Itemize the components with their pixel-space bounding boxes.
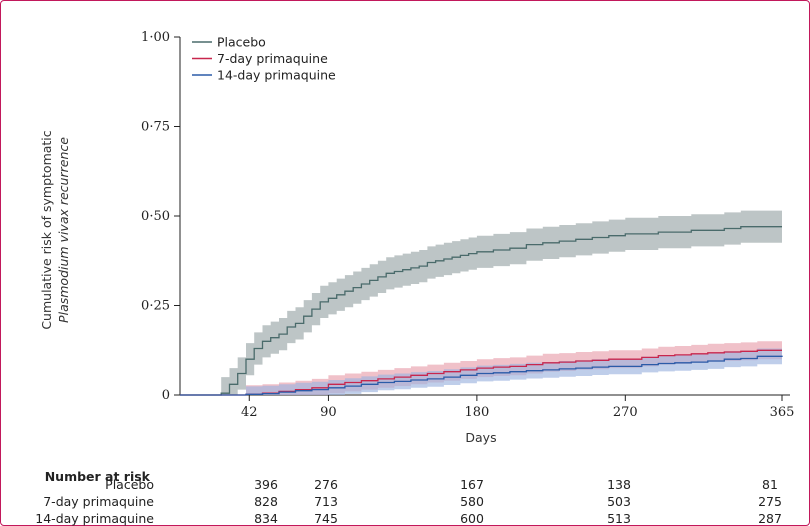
risk-value: 600 <box>460 511 484 526</box>
y-tick-label: 0 <box>162 388 170 403</box>
risk-value: 513 <box>607 511 631 526</box>
risk-value: 138 <box>607 477 631 492</box>
y-tick-label: 0·75 <box>141 120 170 135</box>
series-line <box>180 355 783 396</box>
y-axis-label-line1: Cumulative risk of symptomatic <box>39 130 54 330</box>
x-tick-label: 270 <box>613 405 638 420</box>
legend-label: 7-day primaquine <box>217 51 328 66</box>
x-tick-label: 90 <box>320 405 337 420</box>
risk-value: 167 <box>460 477 484 492</box>
series-line <box>180 349 782 396</box>
risk-value: 828 <box>254 494 278 509</box>
risk-row-label: Placebo <box>105 477 154 492</box>
legend-label: Placebo <box>217 35 266 50</box>
ci-band <box>180 210 782 395</box>
series-line <box>180 226 782 396</box>
legend-label: 14-day primaquine <box>217 68 336 83</box>
risk-value: 503 <box>607 494 631 509</box>
y-axis-label: Cumulative risk of symptomatic Plasmodiu… <box>38 80 78 380</box>
risk-value: 287 <box>758 511 782 526</box>
y-axis-label-line2: Plasmodium vivax recurrence <box>56 137 71 323</box>
y-tick-label: 0·50 <box>141 209 170 224</box>
risk-value: 834 <box>254 511 278 526</box>
y-tick-label: 1·00 <box>141 30 170 45</box>
risk-table-title: Number at risk <box>44 469 150 484</box>
x-axis-label: Days <box>465 430 496 445</box>
y-tick-label: 0·25 <box>141 299 170 314</box>
x-tick-label: 42 <box>241 405 258 420</box>
risk-value: 275 <box>758 494 782 509</box>
risk-value: 276 <box>314 477 338 492</box>
risk-row-label: 14-day primaquine <box>35 511 154 526</box>
x-tick-label: 365 <box>770 405 795 420</box>
x-tick-label: 180 <box>464 405 489 420</box>
risk-value: 745 <box>314 511 338 526</box>
risk-value: 81 <box>762 477 778 492</box>
risk-row-label: 7-day primaquine <box>43 494 154 509</box>
risk-value: 396 <box>254 477 278 492</box>
risk-value: 580 <box>460 494 484 509</box>
risk-value: 713 <box>314 494 338 509</box>
